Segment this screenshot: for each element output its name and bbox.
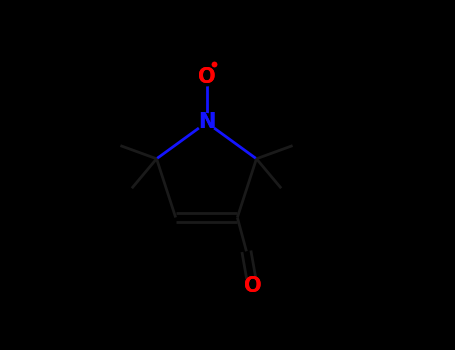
Circle shape bbox=[198, 114, 215, 131]
Text: O: O bbox=[197, 67, 215, 87]
Text: O: O bbox=[197, 67, 215, 87]
Text: N: N bbox=[198, 112, 215, 133]
Circle shape bbox=[198, 68, 215, 86]
Text: O: O bbox=[244, 276, 261, 296]
Circle shape bbox=[244, 277, 261, 294]
Text: O: O bbox=[244, 276, 261, 296]
Text: N: N bbox=[198, 112, 215, 133]
